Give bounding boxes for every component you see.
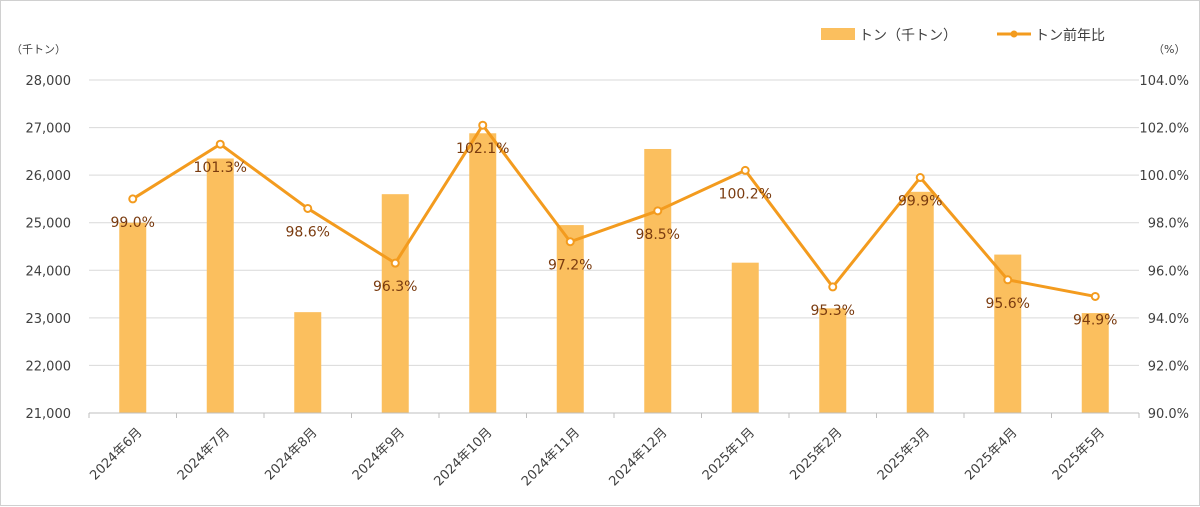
legend: トン（千トン） トン前年比 [821,27,1105,44]
bar-series [119,133,1109,413]
line-series [131,123,1096,298]
y-right-tick-label: 92.0% [1148,359,1189,374]
bar [206,158,234,413]
x-tick-label: 2024年6月 [87,425,145,483]
line-point [303,203,313,213]
x-tick-label: 2024年11月 [519,425,583,489]
bar [906,191,934,413]
x-tick-label: 2025年1月 [700,425,758,483]
x-axis [88,412,1140,418]
y-left-tick-label: 25,000 [26,217,72,232]
data-label: 98.5% [636,227,680,243]
data-label: 102.1% [456,141,509,157]
y-left-tick-label: 21,000 [26,407,72,422]
x-tick-label: 2024年10月 [431,425,495,489]
line-point [1003,275,1013,285]
line-point [828,282,838,292]
line-point [215,139,225,149]
bar [1081,313,1109,413]
data-label: 99.9% [898,194,942,210]
y-right-tick-label: 100.0% [1139,169,1189,184]
y-right-tick-label: 102.0% [1139,122,1189,137]
bar [469,133,497,413]
y-axis-left: 21,000 22,000 23,000 24,000 25,000 26,000 27,0… [26,74,72,422]
line-point [390,258,400,268]
bar [556,225,584,413]
y-right-tick-label: 94.0% [1148,312,1189,327]
y-right-tick-label: 96.0% [1148,264,1189,279]
line-points [128,120,1100,301]
bar [294,312,322,413]
bar [819,308,847,413]
y-axis-right: 90.0% 92.0% 94.0% 96.0% 98.0% 100.0% 102.0% 104… [1139,74,1189,422]
bar [381,194,409,413]
legend-bar-label: トン（千トン） [859,28,957,44]
line-point [565,237,575,247]
gridlines [89,79,1139,366]
data-label: 94.9% [1073,312,1117,328]
x-tick-label: 2024年12月 [606,425,670,489]
y-axis-left-unit: （千トン） [11,43,66,56]
bar [644,148,672,413]
legend-bar-swatch [821,28,855,40]
bar [731,262,759,413]
y-left-tick-label: 26,000 [26,169,72,184]
data-labels: 99.0% 101.3% 98.6% 96.3% 102.1% 97.2% 98.5% 100… [111,141,1118,328]
y-right-tick-label: 98.0% [1148,217,1189,232]
data-label: 98.6% [286,224,330,240]
data-label: 95.6% [986,296,1030,312]
y-left-tick-label: 27,000 [26,122,72,137]
line-point [740,165,750,175]
y-right-tick-label: 90.0% [1148,407,1189,422]
legend-line-label: トン前年比 [1035,27,1105,44]
data-label: 101.3% [194,160,247,176]
y-left-tick-label: 24,000 [26,264,72,279]
data-label: 99.0% [111,215,155,231]
bar [119,222,147,413]
line-point [653,206,663,216]
y-axis-right-unit: （%） [1153,43,1185,56]
x-tick-label: 2025年3月 [875,425,933,483]
data-label: 97.2% [548,258,592,274]
line-point [128,194,138,204]
series-line [131,123,1096,298]
x-tick-label: 2025年5月 [1050,425,1108,483]
line-point [915,173,925,183]
legend-line-marker [1010,30,1018,38]
x-tick-label: 2024年8月 [262,425,320,483]
x-tick-label: 2024年7月 [175,425,233,483]
line-point [478,120,488,130]
x-axis-labels: 2024年6月 2024年7月 2024年8月 2024年9月 2024年10月 2024… [87,425,1108,489]
x-tick-label: 2024年9月 [350,425,408,483]
data-label: 95.3% [811,303,855,319]
y-right-tick-label: 104.0% [1139,74,1189,89]
data-label: 100.2% [719,186,772,202]
x-tick-label: 2025年2月 [787,425,845,483]
x-tick-label: 2025年4月 [962,425,1020,483]
y-left-tick-label: 22,000 [26,359,72,374]
y-left-tick-label: 28,000 [26,74,72,89]
y-left-tick-label: 23,000 [26,312,72,327]
line-point [1090,291,1100,301]
data-label: 96.3% [373,279,417,295]
